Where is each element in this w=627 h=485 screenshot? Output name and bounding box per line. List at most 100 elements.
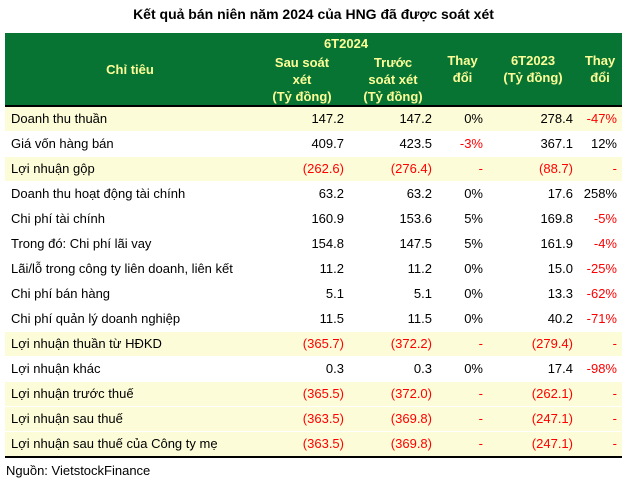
cell-value: -47%	[578, 105, 622, 132]
row-label: Lãi/lỗ trong công ty liên doanh, liên kế…	[5, 257, 255, 282]
cell-value: 367.1	[488, 132, 578, 157]
row-label: Chi phí tài chính	[5, 207, 255, 232]
cell-value: 11.5	[255, 307, 349, 332]
cell-value: 11.2	[255, 257, 349, 282]
cell-value: (279.4)	[488, 332, 578, 357]
cell-value: (369.8)	[349, 407, 437, 432]
cell-value: -	[578, 157, 622, 182]
cell-value: 15.0	[488, 257, 578, 282]
table-row: Doanh thu hoạt động tài chính 63.2 63.2 0% 1…	[5, 182, 622, 207]
cell-value: 5.1	[349, 282, 437, 307]
source-note: Nguồn: VietstockFinance	[6, 463, 151, 478]
cell-value: 258%	[578, 182, 622, 207]
cell-value: -71%	[578, 307, 622, 332]
cell-value: 147.5	[349, 232, 437, 257]
cell-value: -62%	[578, 282, 622, 307]
row-label: Lợi nhuận thuần từ HĐKD	[5, 332, 255, 357]
row-label: Lợi nhuận khác	[5, 357, 255, 382]
cell-value: 5.1	[255, 282, 349, 307]
cell-value: 278.4	[488, 105, 578, 132]
row-label: Lợi nhuận sau thuế của Công ty mẹ	[5, 432, 255, 458]
cell-value: -4%	[578, 232, 622, 257]
table-row: Chi phí quản lý doanh nghiệp 11.5 11.5 0% 40…	[5, 307, 622, 332]
table-row: Lãi/lỗ trong công ty liên doanh, liên kế…	[5, 257, 622, 282]
cell-value: (247.1)	[488, 432, 578, 458]
row-label: Lợi nhuận gộp	[5, 157, 255, 182]
row-label: Chi phí bán hàng	[5, 282, 255, 307]
cell-value: 0%	[437, 257, 488, 282]
cell-value: 0.3	[349, 357, 437, 382]
table-row: Doanh thu thuần 147.2 147.2 0% 278.4 -47%	[5, 105, 622, 132]
cell-value: 169.8	[488, 207, 578, 232]
cell-value: 423.5	[349, 132, 437, 157]
cell-value: 0.3	[255, 357, 349, 382]
cell-value: 0%	[437, 182, 488, 207]
row-label: Lợi nhuận sau thuế	[5, 407, 255, 432]
table-row: Lợi nhuận gộp (262.6) (276.4) - (88.7) -	[5, 157, 622, 182]
table-row: Lợi nhuận thuần từ HĐKD (365.7) (372.2) - (2…	[5, 332, 622, 357]
table-row: Lợi nhuận khác 0.3 0.3 0% 17.4 -98%	[5, 357, 622, 382]
cell-value: 63.2	[349, 182, 437, 207]
cell-value: (88.7)	[488, 157, 578, 182]
row-label: Giá vốn hàng bán	[5, 132, 255, 157]
cell-value: -	[578, 382, 622, 407]
table-row: Chi phí tài chính 160.9 153.6 5% 169.8 -5%	[5, 207, 622, 232]
table-body: Doanh thu thuần 147.2 147.2 0% 278.4 -47% Giá …	[5, 105, 622, 458]
cell-value: 12%	[578, 132, 622, 157]
page-title: Kết quả bán niên năm 2024 của HNG đã đượ…	[133, 6, 494, 22]
cell-value: (372.2)	[349, 332, 437, 357]
cell-value: 0%	[437, 105, 488, 132]
header-6t2023: 6T2023 (Tỷ đồng)	[488, 33, 578, 105]
cell-value: -98%	[578, 357, 622, 382]
table-row: Trong đó: Chi phí lãi vay 154.8 147.5 5% 161…	[5, 232, 622, 257]
cell-value: (365.7)	[255, 332, 349, 357]
cell-value: (247.1)	[488, 407, 578, 432]
table-header: Chỉ tiêu 6T2024 Thay đổi 6T2023 (Tỷ đồng…	[5, 33, 622, 105]
cell-value: 0%	[437, 282, 488, 307]
row-label: Doanh thu thuần	[5, 105, 255, 132]
cell-value: (363.5)	[255, 407, 349, 432]
cell-value: 147.2	[255, 105, 349, 132]
table-row: Lợi nhuận trước thuế (365.5) (372.0) - (262.…	[5, 382, 622, 407]
cell-value: -	[578, 332, 622, 357]
cell-value: 154.8	[255, 232, 349, 257]
header-chi-tieu: Chỉ tiêu	[5, 33, 255, 105]
row-label: Chi phí quản lý doanh nghiệp	[5, 307, 255, 332]
cell-value: -5%	[578, 207, 622, 232]
cell-value: 153.6	[349, 207, 437, 232]
row-label: Trong đó: Chi phí lãi vay	[5, 232, 255, 257]
cell-value: -	[578, 432, 622, 458]
cell-value: 5%	[437, 232, 488, 257]
cell-value: -	[437, 382, 488, 407]
cell-value: -	[437, 157, 488, 182]
cell-value: (276.4)	[349, 157, 437, 182]
header-truoc-soat-xet: Trước soát xét (Tỷ đồng)	[349, 53, 437, 105]
header-thay-doi-2: Thay đổi	[578, 33, 622, 105]
cell-value: (262.1)	[488, 382, 578, 407]
cell-value: -3%	[437, 132, 488, 157]
cell-value: 161.9	[488, 232, 578, 257]
table-row: Lợi nhuận sau thuế (363.5) (369.8) - (247.1)…	[5, 407, 622, 432]
cell-value: (262.6)	[255, 157, 349, 182]
cell-value: -	[437, 332, 488, 357]
cell-value: (369.8)	[349, 432, 437, 458]
cell-value: (363.5)	[255, 432, 349, 458]
row-label: Doanh thu hoạt động tài chính	[5, 182, 255, 207]
header-group-6t2024: 6T2024	[255, 33, 437, 53]
cell-value: -	[578, 407, 622, 432]
cell-value: 13.3	[488, 282, 578, 307]
cell-value: (372.0)	[349, 382, 437, 407]
cell-value: 17.6	[488, 182, 578, 207]
cell-value: -25%	[578, 257, 622, 282]
cell-value: 160.9	[255, 207, 349, 232]
row-label: Lợi nhuận trước thuế	[5, 382, 255, 407]
cell-value: 5%	[437, 207, 488, 232]
cell-value: 0%	[437, 357, 488, 382]
cell-value: 409.7	[255, 132, 349, 157]
cell-value: (365.5)	[255, 382, 349, 407]
results-table: Chỉ tiêu 6T2024 Thay đổi 6T2023 (Tỷ đồng…	[5, 33, 622, 458]
cell-value: 17.4	[488, 357, 578, 382]
cell-value: 40.2	[488, 307, 578, 332]
header-thay-doi-1: Thay đổi	[437, 33, 488, 105]
